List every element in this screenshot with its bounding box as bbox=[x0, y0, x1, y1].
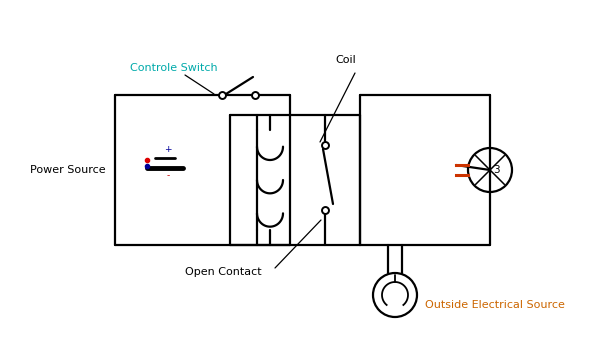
Text: Power Source: Power Source bbox=[30, 165, 106, 175]
Text: 3: 3 bbox=[492, 165, 499, 175]
Text: Coil: Coil bbox=[335, 55, 356, 65]
Text: +: + bbox=[164, 145, 171, 154]
Text: Open Contact: Open Contact bbox=[185, 267, 261, 277]
Text: Outside Electrical Source: Outside Electrical Source bbox=[425, 300, 565, 310]
Text: Controle Switch: Controle Switch bbox=[130, 63, 218, 73]
Text: -: - bbox=[167, 171, 170, 181]
